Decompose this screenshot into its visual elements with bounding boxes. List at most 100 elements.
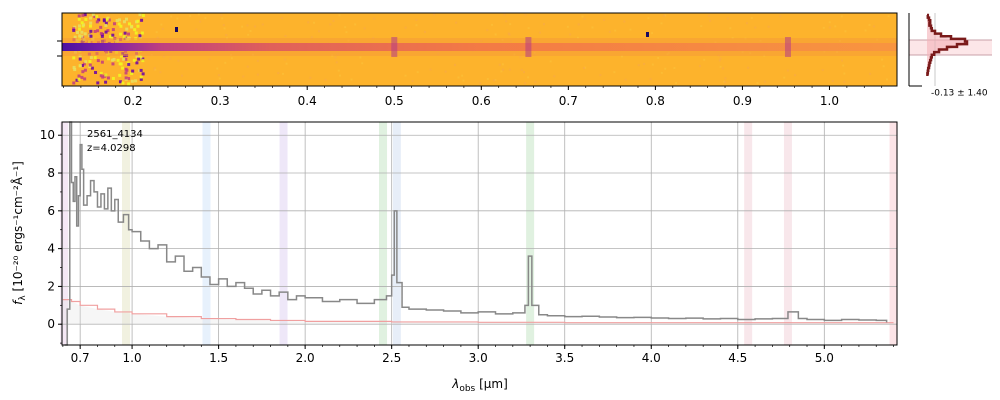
top-tick-label: 0.4 — [298, 94, 317, 108]
heatmap-noise-pixel — [277, 72, 280, 75]
heatmap-noise-pixel — [660, 22, 663, 25]
heatmap-noise-pixel — [433, 13, 436, 16]
heatmap-noise-pixel — [491, 23, 494, 26]
heatmap-noise-pixel — [647, 17, 650, 20]
heatmap-pixel — [77, 24, 81, 28]
heatmap-noise-pixel — [872, 25, 875, 28]
heatmap-noise-pixel — [317, 30, 320, 33]
heatmap-noise-pixel — [195, 28, 198, 31]
heatmap-noise-pixel — [498, 63, 501, 66]
heatmap-noise-pixel — [225, 34, 228, 37]
heatmap-noise-pixel — [160, 23, 163, 26]
heatmap-noise-pixel — [310, 36, 313, 39]
heatmap-pixel — [134, 79, 138, 83]
heatmap-noise-pixel — [553, 75, 556, 78]
heatmap-pixel — [123, 31, 127, 35]
heatmap-noise-pixel — [649, 78, 652, 81]
heatmap-noise-pixel — [840, 15, 843, 18]
heatmap-noise-pixel — [843, 80, 846, 83]
profile-line — [926, 13, 969, 76]
heatmap-noise-pixel — [156, 36, 159, 39]
line-band — [744, 122, 753, 345]
line-band — [889, 122, 898, 345]
heatmap-noise-pixel — [254, 25, 257, 28]
heatmap-noise-pixel — [169, 57, 172, 60]
heatmap-pixel — [78, 34, 82, 38]
heatmap-pixel — [93, 56, 97, 60]
emission-feature — [391, 37, 398, 57]
x-axis-ticks: 0.7 1.0 1.5 2.0 2.5 3.0 3.5 4.0 4.5 5.0 — [62, 345, 894, 365]
heatmap-pixel — [83, 77, 87, 81]
heatmap-pixel — [73, 68, 77, 72]
heatmap-pixel — [82, 23, 86, 27]
heatmap-pixel — [125, 68, 129, 72]
heatmap-noise-pixel — [249, 30, 252, 33]
heatmap-pixel — [122, 35, 126, 39]
top-tick-label: 0.8 — [646, 94, 665, 108]
heatmap-noise-pixel — [882, 65, 885, 68]
heatmap-noise-pixel — [624, 78, 627, 81]
heatmap-noise-pixel — [745, 22, 748, 25]
heatmap-noise-pixel — [455, 21, 458, 24]
heatmap-pixel — [106, 29, 110, 33]
heatmap-pixel — [99, 31, 103, 35]
heatmap-noise-pixel — [698, 64, 701, 67]
y-axis-ticks: 0 2 4 6 8 10 — [40, 128, 62, 344]
heatmap-noise-pixel — [549, 60, 552, 63]
heatmap-pixel — [122, 57, 126, 61]
heatmap-noise-pixel — [651, 32, 654, 35]
heatmap-pixel — [80, 63, 84, 67]
heatmap-pixel — [127, 22, 131, 26]
heatmap-noise-pixel — [411, 80, 414, 83]
x-tick-label: 1.0 — [123, 351, 142, 365]
heatmap-noise-pixel — [569, 33, 572, 36]
heatmap-noise-pixel — [334, 56, 337, 59]
heatmap-noise-pixel — [509, 23, 512, 26]
heatmap-pixel — [124, 71, 128, 75]
heatmap-pixel — [104, 80, 108, 84]
heatmap-pixel — [107, 18, 111, 22]
heatmap-noise-pixel — [828, 26, 831, 29]
heatmap-noise-pixel — [176, 17, 179, 20]
y-tick-label: 2 — [47, 279, 55, 293]
heatmap-pixel — [118, 80, 122, 84]
heatmap-noise-pixel — [643, 62, 646, 65]
heatmap-noise-pixel — [404, 26, 407, 29]
heatmap-pixel — [127, 32, 131, 36]
x-tick-label: 4.5 — [728, 351, 747, 365]
heatmap-noise-pixel — [423, 30, 426, 33]
plot-frame — [61, 121, 898, 346]
heatmap-noise-pixel — [281, 72, 284, 75]
heatmap-noise-pixel — [199, 20, 202, 23]
heatmap-noise-pixel — [241, 25, 244, 28]
heatmap-pixel — [137, 57, 141, 61]
heatmap-pixel — [104, 73, 108, 77]
heatmap-noise-pixel — [444, 70, 447, 73]
heatmap-noise-pixel — [842, 64, 845, 67]
heatmap-noise-pixel — [786, 69, 789, 72]
heatmap-noise-pixel — [520, 68, 523, 71]
heatmap-noise-pixel — [493, 79, 496, 82]
heatmap-pixel — [135, 54, 139, 58]
heatmap-noise-pixel — [577, 23, 580, 26]
heatmap-pixel — [84, 60, 88, 64]
heatmap-pixel — [105, 17, 109, 21]
heatmap-pixel — [141, 57, 145, 61]
heatmap-pixel — [140, 31, 144, 35]
heatmap-noise-pixel — [159, 71, 162, 74]
heatmap-noise-pixel — [494, 33, 497, 36]
heatmap-noise-pixel — [230, 57, 233, 60]
heatmap-pixel — [130, 72, 134, 76]
heatmap-noise-pixel — [767, 25, 770, 28]
top-tick-label: 0.7 — [559, 94, 578, 108]
heatmap-pixel — [133, 28, 137, 32]
heatmap-noise-pixel — [494, 79, 497, 82]
y-tick-label: 10 — [40, 128, 55, 142]
heatmap-pixel — [138, 54, 142, 58]
heatmap-noise-pixel — [660, 71, 663, 74]
heatmap-pixel — [131, 69, 135, 73]
heatmap-noise-pixel — [620, 55, 623, 58]
heatmap-pixel — [122, 20, 126, 24]
heatmap-noise-pixel — [415, 24, 418, 27]
heatmap-pixel — [84, 17, 88, 21]
